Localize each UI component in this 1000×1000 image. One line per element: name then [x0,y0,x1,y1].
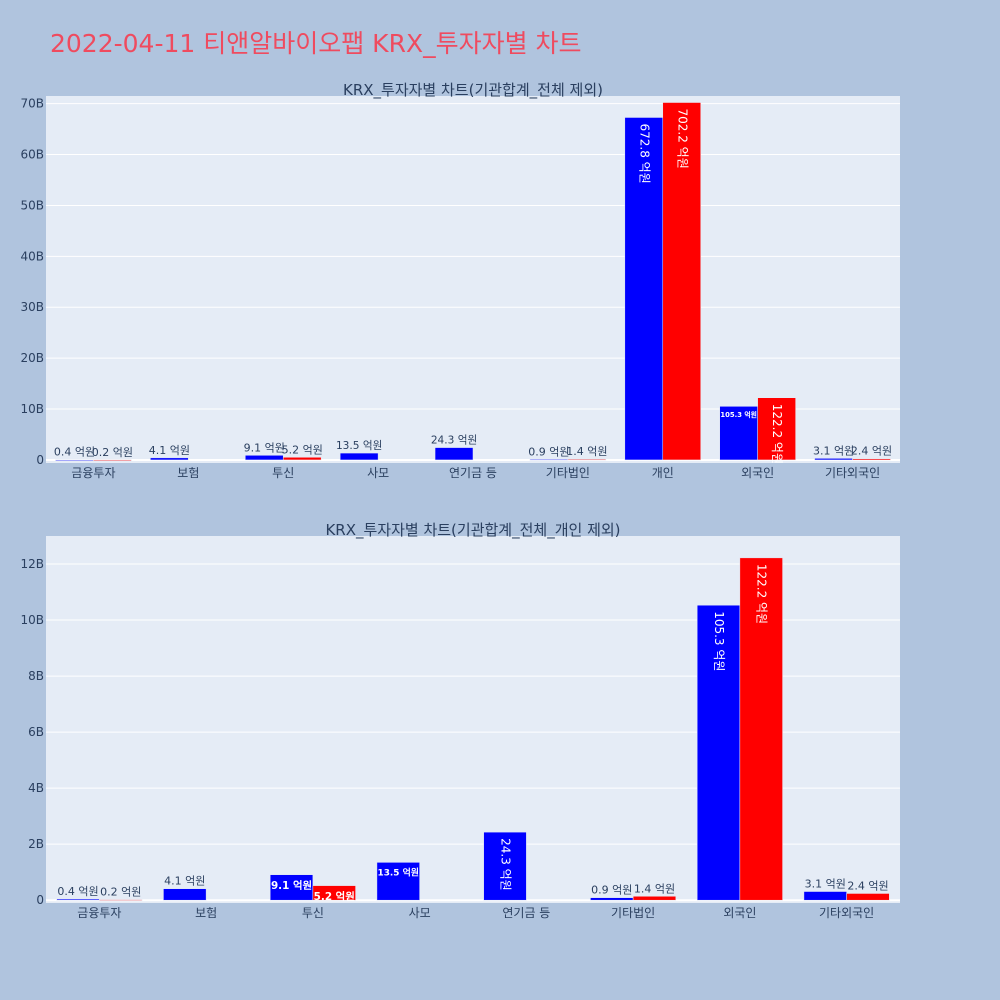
data-label: 0.9 억원 [591,884,632,897]
x-tick-label: 금융투자 [77,906,121,920]
x-tick-label: 금융투자 [71,466,115,480]
chart-individuals-excluded: KRX_투자자별 차트(기관합계_전체_개인 제외) 0 2B 4B 6B 8B 10B 12… [20,521,900,920]
y-tick-label: 0 [36,453,44,467]
data-label: 9.1 억원 [271,879,312,892]
bar [282,457,322,461]
data-label: 1.4 억원 [566,445,607,458]
y-tick-label: 60B [20,148,44,162]
chart-title: KRX_투자자별 차트(기관합계_전체 제외) [343,81,603,100]
x-tick-label: 연기금 등 [449,466,497,480]
data-label: 0.2 억원 [100,886,141,899]
bar [662,102,701,461]
x-tick-label: 투신 [272,466,294,480]
data-label: 0.4 억원 [54,446,95,459]
x-tick-label: 기타외국인 [819,906,874,920]
y-tick-label: 70B [20,97,44,111]
data-label: 1.4 억원 [634,882,675,895]
x-tick-label: 기타법인 [611,906,655,920]
bar [739,557,783,901]
data-label: 5.2 억원 [282,443,323,456]
y-tick-label: 2B [28,837,44,851]
y-tick-label: 0 [36,893,44,907]
x-tick-label: 기타법인 [546,466,590,480]
bar [150,457,189,461]
y-tick-label: 10B [20,402,44,416]
chart-institutions-excluded: KRX_투자자별 차트(기관합계_전체 제외) 0 10B 20B 30B 40B 50B 6… [20,81,900,480]
x-tick-label: 외국인 [741,466,774,480]
bar [376,862,420,901]
y-tick-label: 6B [28,725,44,739]
x-tick-label: 기타외국인 [825,466,880,480]
data-label: 24.3 억원 [499,838,513,891]
data-label: 0.2 억원 [92,446,133,459]
bar [852,458,891,461]
y-tick-label: 40B [20,249,44,263]
y-tick-label: 30B [20,300,44,314]
y-tick-label: 10B [20,613,44,627]
bar [99,899,143,901]
bar [93,459,132,461]
bar [696,604,741,901]
page-title: 2022-04-11 티앤알바이오팹 KRX_투자자별 차트 [50,29,582,58]
data-label: 2.4 억원 [851,445,892,458]
x-tick-label: 사모 [409,906,431,920]
data-label: 24.3 억원 [431,435,477,447]
data-label: 122.2 억원 [770,404,784,464]
x-tick-label: 보험 [195,906,217,920]
data-label: 13.5 억원 [378,866,419,878]
bar [632,896,677,901]
x-tick-label: 투신 [302,906,324,920]
data-label: 2.4 억원 [847,879,888,892]
y-tick-label: 8B [28,669,44,683]
data-label: 672.8 억원 [637,123,651,183]
bar [719,406,758,461]
bar [483,831,527,901]
bar [269,874,314,901]
x-tick-label: 보험 [177,466,199,480]
x-tick-label: 사모 [367,466,389,480]
data-label: 4.1 억원 [164,875,205,888]
data-label: 9.1 억원 [244,441,285,454]
bar [567,458,607,461]
y-tick-label: 4B [28,781,44,795]
bar [163,888,207,901]
data-label: 105.3 억원 [720,410,757,419]
data-label: 105.3 억원 [712,611,726,671]
y-tick-label: 50B [20,198,44,212]
y-tick-label: 20B [20,351,44,365]
data-label: 122.2 억원 [755,564,769,624]
bar [624,117,664,461]
bar [56,898,100,901]
data-label: 0.4 억원 [57,885,98,898]
bar [339,452,379,461]
x-tick-label: 연기금 등 [502,906,550,920]
data-label: 13.5 억원 [336,440,382,452]
data-label: 4.1 억원 [149,444,190,457]
chart-title: KRX_투자자별 차트(기관합계_전체_개인 제외) [325,521,620,540]
x-tick-label: 외국인 [723,906,756,920]
data-label: 5.2 억원 [314,890,355,903]
bar [846,893,890,901]
y-tick-label: 12B [20,557,44,571]
bar [590,897,634,901]
bar [803,891,847,901]
bar [757,397,796,461]
data-label: 3.1 억원 [805,878,846,891]
data-label: 0.9 억원 [528,445,569,458]
bar [434,447,474,461]
bar [312,885,356,901]
x-tick-label: 개인 [652,466,674,480]
data-label: 3.1 억원 [813,444,854,457]
data-label: 702.2 억원 [675,109,689,169]
